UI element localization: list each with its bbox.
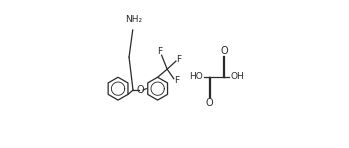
Text: F: F (176, 55, 181, 64)
Text: O: O (221, 46, 228, 56)
Text: NH₂: NH₂ (125, 15, 142, 24)
Text: HO: HO (189, 72, 203, 81)
Text: F: F (174, 76, 179, 85)
Text: F: F (157, 47, 163, 56)
Text: O: O (205, 98, 213, 108)
Text: O: O (137, 85, 144, 95)
Text: OH: OH (230, 72, 244, 81)
